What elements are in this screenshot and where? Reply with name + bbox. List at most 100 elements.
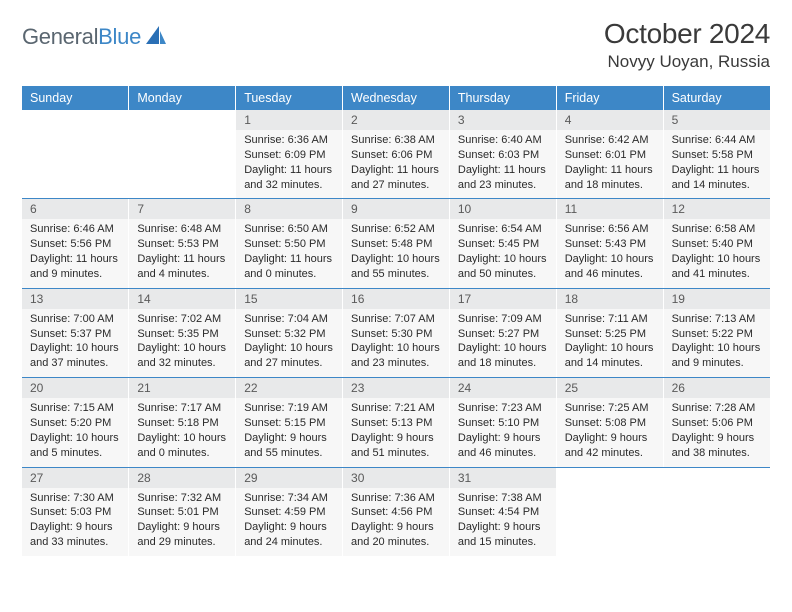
sunset-text: Sunset: 5:53 PM (137, 237, 227, 252)
day-body: Sunrise: 7:32 AMSunset: 5:01 PMDaylight:… (129, 488, 235, 556)
sunrise-text: Sunrise: 7:02 AM (137, 312, 227, 327)
sunrise-text: Sunrise: 7:30 AM (30, 491, 120, 506)
day-number: 26 (664, 378, 770, 398)
weekday-header: Saturday (663, 86, 770, 110)
sunrise-text: Sunrise: 6:50 AM (244, 222, 334, 237)
day-body: Sunrise: 7:23 AMSunset: 5:10 PMDaylight:… (450, 398, 556, 466)
sunrise-text: Sunrise: 7:28 AM (672, 401, 762, 416)
day-body: Sunrise: 7:02 AMSunset: 5:35 PMDaylight:… (129, 309, 235, 377)
sunrise-text: Sunrise: 6:40 AM (458, 133, 548, 148)
day-number: 5 (664, 110, 770, 130)
sunset-text: Sunset: 5:22 PM (672, 327, 762, 342)
day-body: Sunrise: 6:38 AMSunset: 6:06 PMDaylight:… (343, 130, 449, 198)
day-number: 17 (450, 289, 556, 309)
sunset-text: Sunset: 5:37 PM (30, 327, 120, 342)
sunrise-text: Sunrise: 7:00 AM (30, 312, 120, 327)
sunset-text: Sunset: 6:01 PM (565, 148, 655, 163)
sunset-text: Sunset: 5:35 PM (137, 327, 227, 342)
day-body: Sunrise: 7:19 AMSunset: 5:15 PMDaylight:… (236, 398, 342, 466)
logo-part2: Blue (98, 24, 141, 49)
daylight-text: Daylight: 9 hours and 55 minutes. (244, 431, 334, 461)
day-number: 31 (450, 468, 556, 488)
day-number: 6 (22, 199, 128, 219)
sunrise-text: Sunrise: 6:54 AM (458, 222, 548, 237)
daylight-text: Daylight: 10 hours and 46 minutes. (565, 252, 655, 282)
day-body: Sunrise: 7:04 AMSunset: 5:32 PMDaylight:… (236, 309, 342, 377)
sunset-text: Sunset: 5:01 PM (137, 505, 227, 520)
day-body: Sunrise: 6:46 AMSunset: 5:56 PMDaylight:… (22, 219, 128, 287)
sunset-text: Sunset: 5:25 PM (565, 327, 655, 342)
calendar-day-cell: 14Sunrise: 7:02 AMSunset: 5:35 PMDayligh… (129, 288, 236, 377)
sunset-text: Sunset: 5:18 PM (137, 416, 227, 431)
calendar-day-cell: 25Sunrise: 7:25 AMSunset: 5:08 PMDayligh… (556, 378, 663, 467)
day-number: 18 (557, 289, 663, 309)
day-body: Sunrise: 7:36 AMSunset: 4:56 PMDaylight:… (343, 488, 449, 556)
calendar-day-cell: 7Sunrise: 6:48 AMSunset: 5:53 PMDaylight… (129, 199, 236, 288)
daylight-text: Daylight: 9 hours and 46 minutes. (458, 431, 548, 461)
calendar-day-cell: 6Sunrise: 6:46 AMSunset: 5:56 PMDaylight… (22, 199, 129, 288)
sunrise-text: Sunrise: 7:36 AM (351, 491, 441, 506)
day-number: 25 (557, 378, 663, 398)
day-body: Sunrise: 7:13 AMSunset: 5:22 PMDaylight:… (664, 309, 770, 377)
sunset-text: Sunset: 5:30 PM (351, 327, 441, 342)
sunrise-text: Sunrise: 7:15 AM (30, 401, 120, 416)
logo: GeneralBlue (22, 24, 167, 50)
day-body: Sunrise: 7:28 AMSunset: 5:06 PMDaylight:… (664, 398, 770, 466)
sunset-text: Sunset: 5:40 PM (672, 237, 762, 252)
day-number: 21 (129, 378, 235, 398)
logo-part1: General (22, 24, 98, 49)
calendar-day-cell: 27Sunrise: 7:30 AMSunset: 5:03 PMDayligh… (22, 467, 129, 556)
day-number: 8 (236, 199, 342, 219)
calendar-day-cell: 19Sunrise: 7:13 AMSunset: 5:22 PMDayligh… (663, 288, 770, 377)
calendar-day-cell: 30Sunrise: 7:36 AMSunset: 4:56 PMDayligh… (343, 467, 450, 556)
day-body: Sunrise: 7:07 AMSunset: 5:30 PMDaylight:… (343, 309, 449, 377)
sunset-text: Sunset: 5:32 PM (244, 327, 334, 342)
day-body: Sunrise: 6:48 AMSunset: 5:53 PMDaylight:… (129, 219, 235, 287)
day-body: Sunrise: 6:54 AMSunset: 5:45 PMDaylight:… (450, 219, 556, 287)
sunset-text: Sunset: 5:03 PM (30, 505, 120, 520)
calendar-day-cell: 16Sunrise: 7:07 AMSunset: 5:30 PMDayligh… (343, 288, 450, 377)
sunset-text: Sunset: 5:10 PM (458, 416, 548, 431)
calendar-day-cell: 24Sunrise: 7:23 AMSunset: 5:10 PMDayligh… (449, 378, 556, 467)
calendar-page: GeneralBlue October 2024 Novyy Uoyan, Ru… (0, 0, 792, 568)
sunrise-text: Sunrise: 6:36 AM (244, 133, 334, 148)
calendar-week-row: 20Sunrise: 7:15 AMSunset: 5:20 PMDayligh… (22, 378, 770, 467)
weekday-header: Wednesday (343, 86, 450, 110)
calendar-week-row: 1Sunrise: 6:36 AMSunset: 6:09 PMDaylight… (22, 110, 770, 199)
calendar-week-row: 6Sunrise: 6:46 AMSunset: 5:56 PMDaylight… (22, 199, 770, 288)
day-number: 20 (22, 378, 128, 398)
sunset-text: Sunset: 4:54 PM (458, 505, 548, 520)
sunrise-text: Sunrise: 7:38 AM (458, 491, 548, 506)
calendar-day-cell: 13Sunrise: 7:00 AMSunset: 5:37 PMDayligh… (22, 288, 129, 377)
daylight-text: Daylight: 10 hours and 9 minutes. (672, 341, 762, 371)
day-body (557, 474, 663, 542)
weekday-row: SundayMondayTuesdayWednesdayThursdayFrid… (22, 86, 770, 110)
day-body: Sunrise: 7:30 AMSunset: 5:03 PMDaylight:… (22, 488, 128, 556)
sunrise-text: Sunrise: 7:34 AM (244, 491, 334, 506)
daylight-text: Daylight: 9 hours and 24 minutes. (244, 520, 334, 550)
sunrise-text: Sunrise: 7:32 AM (137, 491, 227, 506)
calendar-day-cell: 8Sunrise: 6:50 AMSunset: 5:50 PMDaylight… (236, 199, 343, 288)
daylight-text: Daylight: 11 hours and 9 minutes. (30, 252, 120, 282)
calendar-day-cell: 15Sunrise: 7:04 AMSunset: 5:32 PMDayligh… (236, 288, 343, 377)
calendar-day-cell: 10Sunrise: 6:54 AMSunset: 5:45 PMDayligh… (449, 199, 556, 288)
sunrise-text: Sunrise: 7:07 AM (351, 312, 441, 327)
day-number: 3 (450, 110, 556, 130)
sunset-text: Sunset: 5:58 PM (672, 148, 762, 163)
daylight-text: Daylight: 10 hours and 50 minutes. (458, 252, 548, 282)
day-body (22, 116, 128, 184)
calendar-day-cell: 18Sunrise: 7:11 AMSunset: 5:25 PMDayligh… (556, 288, 663, 377)
weekday-header: Monday (129, 86, 236, 110)
day-number: 13 (22, 289, 128, 309)
weekday-header: Sunday (22, 86, 129, 110)
calendar-day-cell: 23Sunrise: 7:21 AMSunset: 5:13 PMDayligh… (343, 378, 450, 467)
day-number: 9 (343, 199, 449, 219)
day-number: 28 (129, 468, 235, 488)
day-body: Sunrise: 7:17 AMSunset: 5:18 PMDaylight:… (129, 398, 235, 466)
daylight-text: Daylight: 10 hours and 27 minutes. (244, 341, 334, 371)
day-body: Sunrise: 7:09 AMSunset: 5:27 PMDaylight:… (450, 309, 556, 377)
day-body: Sunrise: 7:15 AMSunset: 5:20 PMDaylight:… (22, 398, 128, 466)
sunset-text: Sunset: 4:56 PM (351, 505, 441, 520)
sunset-text: Sunset: 6:06 PM (351, 148, 441, 163)
calendar-day-cell: 9Sunrise: 6:52 AMSunset: 5:48 PMDaylight… (343, 199, 450, 288)
